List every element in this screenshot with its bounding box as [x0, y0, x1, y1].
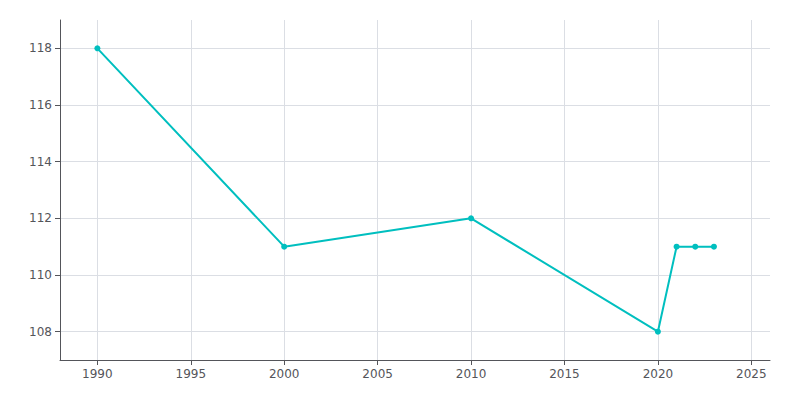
svg-text:110: 110 [29, 268, 52, 282]
svg-text:1990: 1990 [82, 367, 113, 381]
svg-text:1995: 1995 [176, 367, 207, 381]
svg-text:2005: 2005 [362, 367, 393, 381]
svg-text:2020: 2020 [643, 367, 674, 381]
svg-text:2015: 2015 [549, 367, 580, 381]
svg-text:2025: 2025 [736, 367, 767, 381]
svg-text:114: 114 [29, 155, 52, 169]
svg-text:112: 112 [29, 211, 52, 225]
svg-text:2010: 2010 [456, 367, 487, 381]
svg-text:118: 118 [29, 41, 52, 55]
svg-text:108: 108 [29, 325, 52, 339]
svg-text:116: 116 [29, 98, 52, 112]
svg-text:2000: 2000 [269, 367, 300, 381]
